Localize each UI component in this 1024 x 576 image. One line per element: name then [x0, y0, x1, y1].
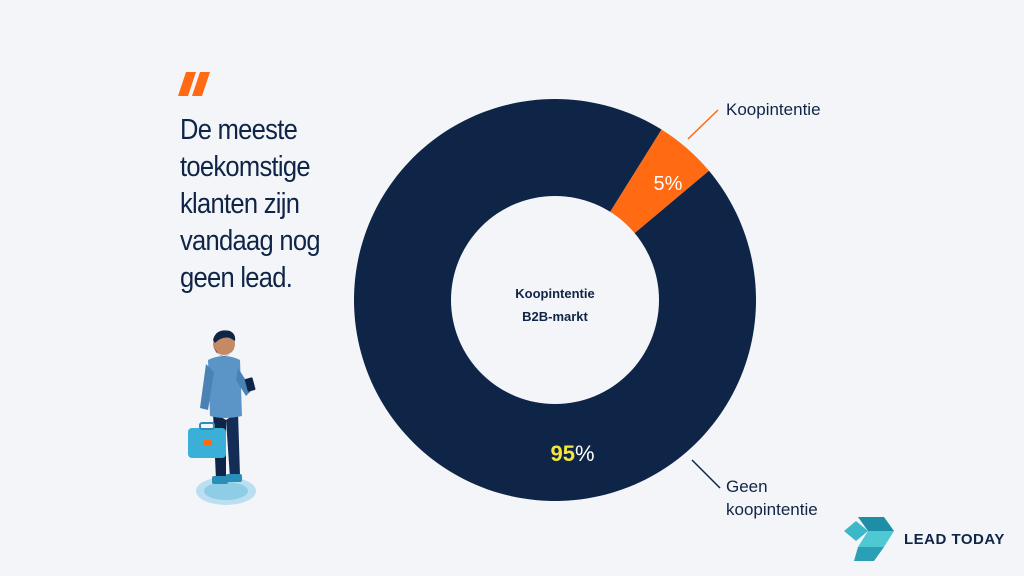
data-label-koopintentie: 5%	[654, 173, 683, 195]
quote-mark-icon	[178, 72, 210, 96]
center-label-line-2: B2B-markt	[522, 309, 588, 324]
data-label-geen-koopintentie-suffix: %	[575, 441, 595, 466]
center-label-line-1: Koopintentie	[515, 286, 594, 301]
data-label-geen-koopintentie-number: 95	[551, 441, 575, 466]
lead-today-logo-icon	[844, 517, 894, 561]
brand: LEAD TODAY	[844, 517, 1005, 561]
leader-line-koopintentie	[687, 109, 719, 140]
brand-name: LEAD TODAY	[904, 530, 1005, 548]
legend-label-koopintentie: Koopintentie	[726, 100, 821, 119]
legend-label-geen-koopintentie: Geen koopintentie	[726, 477, 818, 519]
donut-hole	[451, 196, 659, 404]
headline: De meeste toekomstige klanten zijn vanda…	[180, 114, 321, 294]
person-illustration	[188, 330, 256, 505]
leader-line-geen-koopintentie	[691, 459, 721, 489]
